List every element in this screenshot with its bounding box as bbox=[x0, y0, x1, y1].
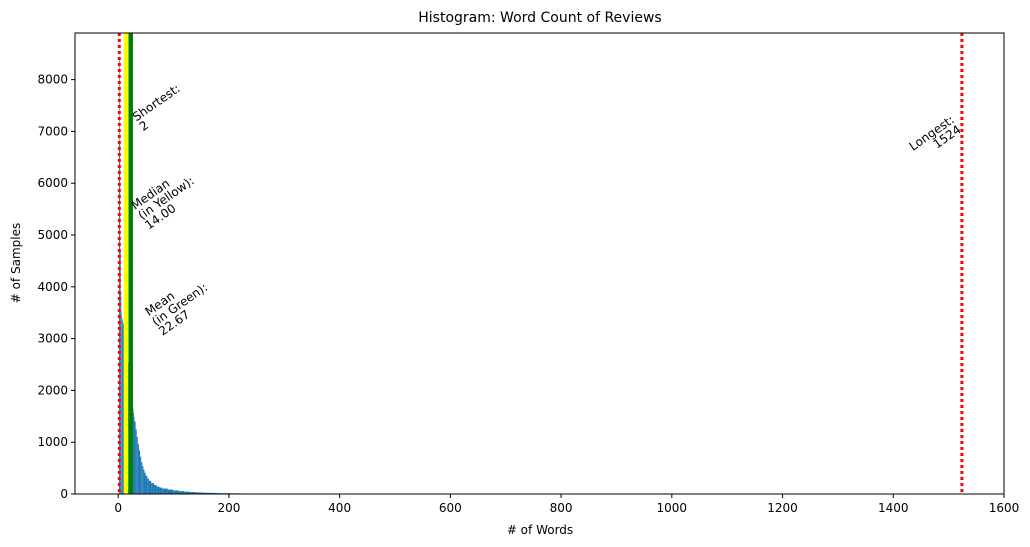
y-tick-label: 3000 bbox=[37, 332, 68, 346]
histogram-bar bbox=[133, 413, 135, 494]
histogram-bar bbox=[212, 492, 218, 494]
histogram-bar bbox=[159, 487, 163, 494]
x-tick-label: 0 bbox=[114, 501, 122, 515]
histogram-bar bbox=[148, 480, 152, 494]
histogram-bar bbox=[195, 492, 201, 494]
histogram-bar bbox=[132, 408, 134, 494]
x-tick-label: 1000 bbox=[657, 501, 688, 515]
histogram-bar bbox=[156, 486, 160, 494]
histogram-bar bbox=[206, 492, 213, 494]
histogram-bar bbox=[153, 484, 157, 494]
histogram-bar bbox=[140, 456, 142, 494]
histogram-bar bbox=[167, 489, 174, 494]
histogram-bar bbox=[136, 437, 138, 494]
y-tick-label: 0 bbox=[60, 487, 68, 501]
x-tick-label: 1600 bbox=[989, 501, 1020, 515]
histogram-bar bbox=[133, 417, 135, 494]
chart-title: Histogram: Word Count of Reviews bbox=[418, 10, 661, 26]
histogram-bars bbox=[117, 33, 964, 494]
y-tick-label: 7000 bbox=[37, 124, 68, 138]
histogram-bar bbox=[184, 491, 190, 494]
histogram-bar bbox=[200, 492, 207, 494]
y-tick-label: 5000 bbox=[37, 228, 68, 242]
x-axis: 0 200 400 600 800 1000 1200 1400 1600 bbox=[114, 494, 1019, 515]
y-tick-label: 8000 bbox=[37, 73, 68, 87]
y-tick-label: 1000 bbox=[37, 435, 68, 449]
histogram-bar bbox=[121, 312, 122, 494]
histogram-bar bbox=[162, 488, 168, 494]
y-tick-label: 6000 bbox=[37, 176, 68, 190]
x-tick-label: 400 bbox=[328, 501, 351, 515]
histogram-bar bbox=[122, 320, 123, 494]
histogram-bar bbox=[137, 444, 139, 494]
histogram-bar bbox=[147, 478, 149, 494]
histogram-bar bbox=[141, 461, 143, 494]
mean-annotation: Mean(in Green):22.67 bbox=[142, 270, 217, 338]
histogram-bar bbox=[120, 291, 122, 494]
y-tick-label: 4000 bbox=[37, 280, 68, 294]
x-axis-label: # of Words bbox=[507, 523, 573, 537]
histogram-bar bbox=[120, 250, 121, 494]
x-tick-label: 200 bbox=[217, 501, 240, 515]
histogram-bar bbox=[121, 317, 123, 494]
histogram-bar bbox=[143, 469, 145, 494]
histogram-bar bbox=[189, 492, 196, 494]
histogram-bar bbox=[173, 490, 179, 494]
x-tick-label: 600 bbox=[439, 501, 462, 515]
histogram-bar bbox=[144, 472, 146, 494]
x-tick-label: 1400 bbox=[878, 501, 909, 515]
histogram-bar bbox=[122, 323, 124, 494]
histogram-bar bbox=[145, 475, 148, 494]
histogram-bar bbox=[138, 450, 141, 494]
y-tick-label: 2000 bbox=[37, 383, 68, 397]
axes-frame bbox=[74, 32, 1005, 495]
histogram-bar bbox=[135, 429, 137, 494]
histogram-bar bbox=[151, 483, 154, 494]
histogram-bar bbox=[142, 466, 144, 494]
histogram-bar bbox=[178, 491, 185, 494]
x-tick-label: 1200 bbox=[767, 501, 798, 515]
y-axis-label: # of Samples bbox=[9, 223, 23, 304]
y-axis: 0 1000 2000 3000 4000 5000 6000 7000 8000 bbox=[37, 73, 75, 501]
histogram-bar bbox=[119, 58, 120, 494]
histogram-bar bbox=[134, 421, 136, 494]
x-tick-label: 800 bbox=[550, 501, 573, 515]
